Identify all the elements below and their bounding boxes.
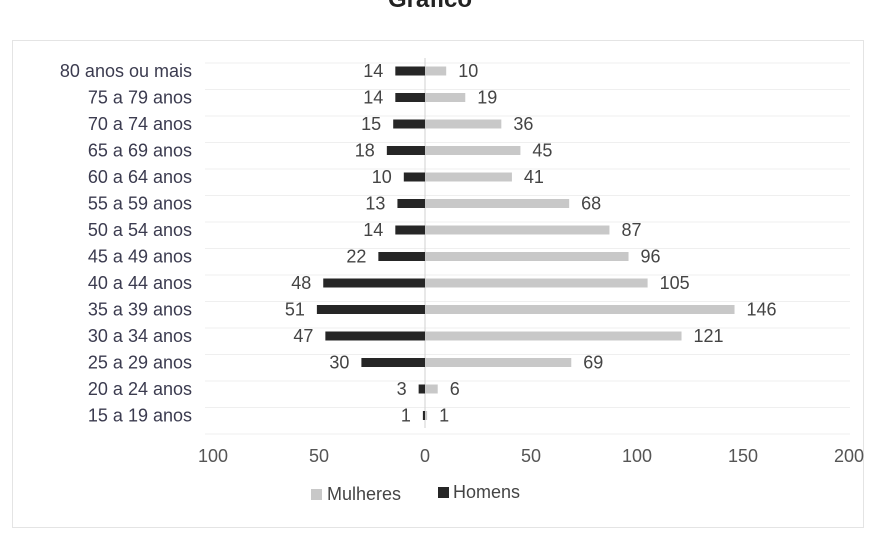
data-label-mulheres: 146 xyxy=(747,300,777,320)
legend-swatch-homens xyxy=(438,487,449,498)
bar-homens xyxy=(386,146,425,155)
data-label-mulheres: 87 xyxy=(621,220,641,240)
data-label-homens: 14 xyxy=(363,220,383,240)
bar-mulheres xyxy=(425,199,570,208)
x-tick-label: 200 xyxy=(834,446,864,466)
data-label-mulheres: 96 xyxy=(641,247,661,267)
data-label-mulheres: 45 xyxy=(532,141,552,161)
chart-frame xyxy=(12,40,864,528)
data-label-homens: 22 xyxy=(346,247,366,267)
bar-mulheres xyxy=(425,384,438,394)
category-label: 80 anos ou mais xyxy=(60,61,192,81)
category-label: 30 a 34 anos xyxy=(88,326,192,346)
bar-homens xyxy=(361,358,425,367)
data-label-mulheres: 68 xyxy=(581,194,601,214)
data-label-mulheres: 41 xyxy=(524,167,544,187)
data-label-homens: 15 xyxy=(361,114,381,134)
x-tick-label: 100 xyxy=(622,446,652,466)
data-label-homens: 1 xyxy=(401,406,411,426)
bar-mulheres xyxy=(425,93,466,102)
x-tick-label: 100 xyxy=(198,446,228,466)
bar-mulheres xyxy=(425,411,428,420)
data-label-mulheres: 10 xyxy=(458,61,478,81)
category-label: 15 a 19 anos xyxy=(88,406,192,426)
bar-mulheres xyxy=(425,331,682,341)
bar-homens xyxy=(325,331,425,341)
data-label-mulheres: 121 xyxy=(694,326,724,346)
data-label-mulheres: 1 xyxy=(439,406,449,426)
data-label-homens: 3 xyxy=(397,379,407,399)
data-label-homens: 10 xyxy=(372,167,392,187)
category-label: 65 a 69 anos xyxy=(88,141,192,161)
legend-label-mulheres: Mulheres xyxy=(327,484,401,504)
bar-mulheres xyxy=(425,172,512,182)
data-label-homens: 13 xyxy=(365,194,385,214)
bar-homens xyxy=(395,225,425,235)
category-label: 70 a 74 anos xyxy=(88,114,192,134)
category-label: 25 a 29 anos xyxy=(88,353,192,373)
x-tick-label: 50 xyxy=(521,446,541,466)
legend-swatch-mulheres xyxy=(311,489,322,500)
data-label-homens: 48 xyxy=(291,273,311,293)
bar-homens xyxy=(316,305,425,314)
bar-homens xyxy=(418,384,425,394)
category-label: 35 a 39 anos xyxy=(88,300,192,320)
data-label-mulheres: 105 xyxy=(660,273,690,293)
data-label-homens: 18 xyxy=(355,141,375,161)
data-label-homens: 30 xyxy=(329,353,349,373)
data-label-homens: 47 xyxy=(293,326,313,346)
bar-mulheres xyxy=(425,252,629,261)
bar-homens xyxy=(422,411,425,420)
category-label: 75 a 79 anos xyxy=(88,88,192,108)
x-tick-label: 0 xyxy=(420,446,430,466)
bar-homens xyxy=(395,93,425,102)
category-label: 40 a 44 anos xyxy=(88,273,192,293)
bar-homens xyxy=(403,172,425,182)
data-label-mulheres: 19 xyxy=(477,88,497,108)
category-label: 60 a 64 anos xyxy=(88,167,192,187)
data-label-homens: 14 xyxy=(363,61,383,81)
bar-homens xyxy=(395,66,425,76)
chart-title: Gráfico xyxy=(300,0,560,14)
data-label-mulheres: 36 xyxy=(513,114,533,134)
data-label-mulheres: 69 xyxy=(583,353,603,373)
bar-mulheres xyxy=(425,66,447,76)
bar-homens xyxy=(323,278,425,288)
bar-mulheres xyxy=(425,146,521,155)
category-label: 20 a 24 anos xyxy=(88,379,192,399)
category-label: 45 a 49 anos xyxy=(88,247,192,267)
bar-mulheres xyxy=(425,225,610,235)
bar-mulheres xyxy=(425,119,502,129)
x-tick-label: 50 xyxy=(309,446,329,466)
bar-mulheres xyxy=(425,305,735,314)
bar-mulheres xyxy=(425,358,572,367)
x-tick-label: 150 xyxy=(728,446,758,466)
bar-homens xyxy=(378,252,425,261)
bar-mulheres xyxy=(425,278,648,288)
data-label-homens: 51 xyxy=(285,300,305,320)
data-label-mulheres: 6 xyxy=(450,379,460,399)
bar-homens xyxy=(397,199,425,208)
category-label: 55 a 59 anos xyxy=(88,194,192,214)
legend-label-homens: Homens xyxy=(453,482,520,502)
data-label-homens: 14 xyxy=(363,88,383,108)
bar-homens xyxy=(393,119,425,129)
category-label: 50 a 54 anos xyxy=(88,220,192,240)
